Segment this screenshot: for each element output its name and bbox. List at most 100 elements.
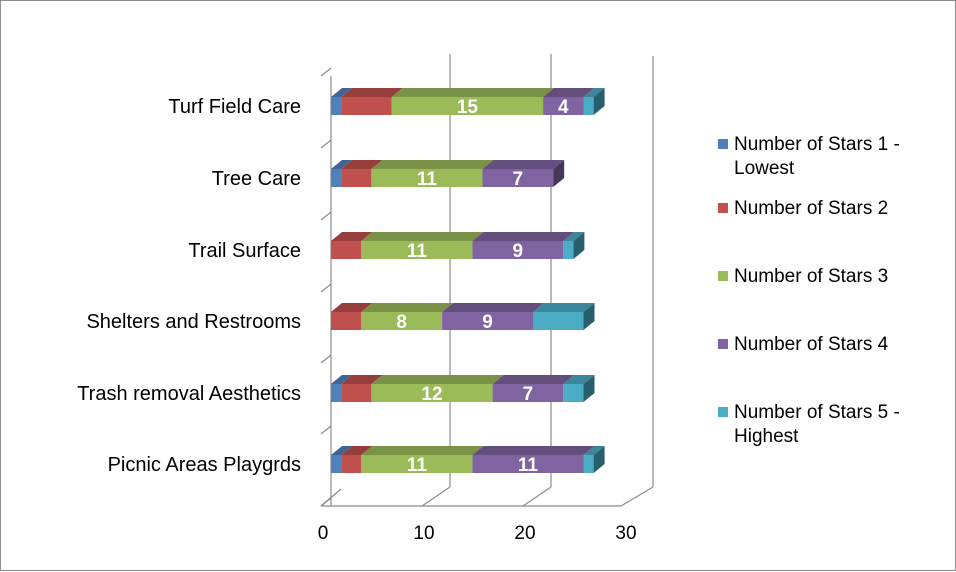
bar-segment [492, 384, 564, 402]
bar-segment [361, 312, 443, 330]
legend-entry: Number of Stars 1 -Lowest [734, 134, 900, 179]
x-tick-label: 0 [318, 523, 329, 544]
legend-swatch [718, 339, 728, 349]
bar-segment [331, 97, 342, 115]
bar-top-face [442, 303, 544, 312]
category-label: Turf Field Care [168, 96, 301, 118]
floor-gridline [421, 486, 451, 507]
bar-segment [341, 384, 372, 402]
bar-segment [442, 312, 533, 330]
bar-top-face [472, 446, 595, 455]
bar-segment [331, 455, 342, 473]
x-tick-label: 10 [413, 523, 434, 544]
category-label: Trash removal Aesthetics [77, 383, 301, 405]
bar-segment [472, 241, 564, 259]
bar-top-face [371, 160, 494, 169]
legend-entry: Number of Stars 3 [734, 266, 888, 287]
bar-segment [563, 241, 574, 259]
bar-side-face [593, 446, 605, 473]
data-label: 7 [513, 169, 524, 190]
category-label: Picnic Areas Playgrds [108, 454, 301, 476]
bar-top-face [331, 88, 353, 97]
bar-segment [533, 312, 584, 330]
bar-segment [482, 169, 554, 187]
legend-entry: Number of Stars 2 [734, 198, 888, 219]
data-label: 11 [518, 455, 539, 476]
bar-side-face [583, 303, 595, 330]
bar-top-face [361, 446, 484, 455]
bar-top-face [331, 160, 353, 169]
bar-segment [472, 455, 584, 473]
data-label: 7 [523, 384, 534, 405]
bar-segment [331, 169, 342, 187]
bar-top-face [391, 88, 555, 97]
bar-top-face [361, 232, 484, 241]
bar-top-face [341, 446, 373, 455]
legend-swatch [718, 271, 728, 281]
bar-top-face [361, 303, 454, 312]
floor-gridline [522, 486, 552, 507]
data-label: 9 [513, 241, 524, 262]
bar-side-face [553, 160, 565, 187]
bar-segment [391, 97, 544, 115]
y-tick-mark [320, 354, 332, 364]
bar-side-face [583, 375, 595, 402]
bar-top-face [533, 303, 595, 312]
data-label: 11 [417, 169, 438, 190]
bar-top-face [371, 375, 504, 384]
bar-segment [371, 169, 483, 187]
y-tick-mark [320, 497, 332, 507]
bar-top-face [331, 303, 373, 312]
legend-swatch [718, 139, 728, 149]
bar-segment [583, 455, 594, 473]
x-tick-label: 20 [514, 523, 535, 544]
y-tick-mark [320, 139, 332, 149]
bar-side-face [593, 88, 605, 115]
bar-segment [341, 169, 372, 187]
category-label: Trail Surface [188, 240, 301, 262]
bar-top-face [482, 160, 565, 169]
data-label: 12 [421, 384, 442, 405]
y-tick-mark [320, 211, 332, 221]
bar-top-face [543, 88, 595, 97]
category-label: Tree Care [212, 168, 301, 190]
bar-top-face [563, 375, 595, 384]
bar-top-face [331, 375, 353, 384]
bar-segment [563, 384, 584, 402]
bar-segment [543, 97, 584, 115]
data-label: 11 [407, 455, 428, 476]
bar-top-face [583, 88, 605, 97]
bar-segment [331, 384, 342, 402]
y-tick-mark [320, 283, 332, 293]
bar-top-face [331, 446, 353, 455]
legend-swatch [718, 407, 728, 417]
bar-segment [331, 312, 362, 330]
legend-swatch [718, 203, 728, 213]
data-label: 4 [558, 97, 569, 118]
bar-segment [331, 241, 362, 259]
bar-segment [361, 241, 473, 259]
bar-segment [583, 97, 594, 115]
bar-top-face [341, 375, 383, 384]
bar-segment [361, 455, 473, 473]
bar-segment [341, 97, 392, 115]
data-label: 9 [482, 312, 493, 333]
bar-top-face [341, 160, 383, 169]
bar-top-face [472, 232, 575, 241]
data-label: 8 [396, 312, 407, 333]
legend-entry: Number of Stars 5 -Highest [734, 402, 900, 447]
bar-top-face [341, 88, 403, 97]
legend-entry: Number of Stars 4 [734, 334, 889, 355]
category-label: Shelters and Restrooms [86, 311, 301, 333]
data-label: 15 [457, 97, 479, 118]
bar-top-face [331, 232, 373, 241]
bar-top-face [492, 375, 575, 384]
floor-right-edge [620, 486, 654, 507]
x-tick-label: 30 [615, 523, 636, 544]
y-tick-mark [320, 425, 332, 435]
bar-segment [371, 384, 493, 402]
bar-side-face [573, 232, 585, 259]
bar-top-face [563, 232, 585, 241]
